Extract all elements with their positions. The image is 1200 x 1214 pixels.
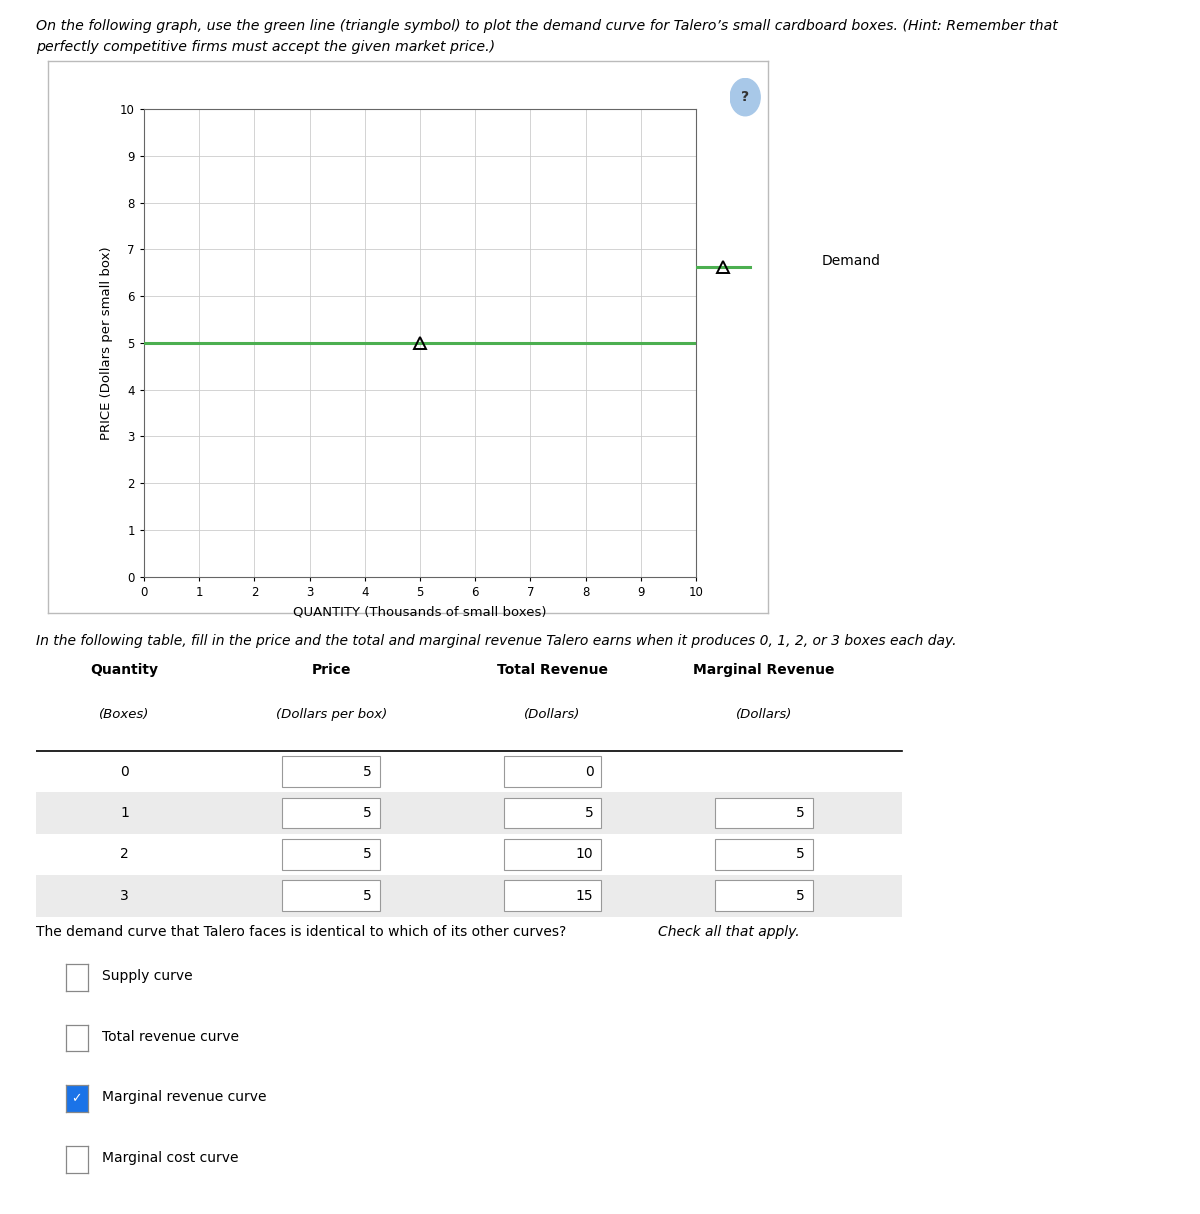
Text: Demand: Demand xyxy=(822,254,881,268)
Text: (Dollars): (Dollars) xyxy=(524,708,581,721)
Text: Marginal revenue curve: Marginal revenue curve xyxy=(102,1090,266,1105)
Text: (Dollars per box): (Dollars per box) xyxy=(276,708,386,721)
Text: 2: 2 xyxy=(120,847,128,862)
Text: Check all that apply.: Check all that apply. xyxy=(658,925,799,940)
Text: 15: 15 xyxy=(576,889,594,903)
Text: 0: 0 xyxy=(120,765,128,778)
Text: Marginal cost curve: Marginal cost curve xyxy=(102,1151,239,1165)
Text: Total Revenue: Total Revenue xyxy=(497,663,608,677)
Text: perfectly competitive firms must accept the given market price.): perfectly competitive firms must accept … xyxy=(36,40,496,55)
Text: On the following graph, use the green line (triangle symbol) to plot the demand : On the following graph, use the green li… xyxy=(36,19,1057,34)
Bar xyxy=(36,834,902,875)
Text: 3: 3 xyxy=(120,889,128,903)
Text: 5: 5 xyxy=(364,889,372,903)
X-axis label: QUANTITY (Thousands of small boxes): QUANTITY (Thousands of small boxes) xyxy=(293,606,547,619)
Text: 5: 5 xyxy=(364,765,372,778)
Text: (Dollars): (Dollars) xyxy=(736,708,792,721)
Text: 5: 5 xyxy=(584,806,594,819)
Text: ✓: ✓ xyxy=(72,1093,82,1105)
FancyBboxPatch shape xyxy=(282,880,380,912)
FancyBboxPatch shape xyxy=(282,839,380,870)
Text: ?: ? xyxy=(742,90,749,104)
FancyBboxPatch shape xyxy=(715,880,812,912)
Text: 5: 5 xyxy=(364,847,372,862)
Text: 1: 1 xyxy=(120,806,128,819)
FancyBboxPatch shape xyxy=(504,880,601,912)
Text: 5: 5 xyxy=(797,847,805,862)
FancyBboxPatch shape xyxy=(504,839,601,870)
FancyBboxPatch shape xyxy=(504,798,601,828)
FancyBboxPatch shape xyxy=(282,798,380,828)
FancyBboxPatch shape xyxy=(715,839,812,870)
FancyBboxPatch shape xyxy=(715,798,812,828)
Text: 5: 5 xyxy=(797,806,805,819)
FancyBboxPatch shape xyxy=(504,756,601,787)
Circle shape xyxy=(731,79,760,115)
Text: Supply curve: Supply curve xyxy=(102,969,193,983)
Text: Marginal Revenue: Marginal Revenue xyxy=(694,663,835,677)
Text: 10: 10 xyxy=(576,847,594,862)
Text: Price: Price xyxy=(312,663,350,677)
Bar xyxy=(36,875,902,917)
Bar xyxy=(36,750,902,793)
Text: 0: 0 xyxy=(584,765,594,778)
Text: Total revenue curve: Total revenue curve xyxy=(102,1029,239,1044)
Text: 5: 5 xyxy=(364,806,372,819)
Text: In the following table, fill in the price and the total and marginal revenue Tal: In the following table, fill in the pric… xyxy=(36,634,956,648)
FancyBboxPatch shape xyxy=(282,756,380,787)
Bar xyxy=(36,793,902,834)
Text: The demand curve that Talero faces is identical to which of its other curves?: The demand curve that Talero faces is id… xyxy=(36,925,571,940)
Y-axis label: PRICE (Dollars per small box): PRICE (Dollars per small box) xyxy=(100,246,113,439)
Text: Quantity: Quantity xyxy=(90,663,158,677)
Text: (Boxes): (Boxes) xyxy=(100,708,150,721)
Text: 5: 5 xyxy=(797,889,805,903)
